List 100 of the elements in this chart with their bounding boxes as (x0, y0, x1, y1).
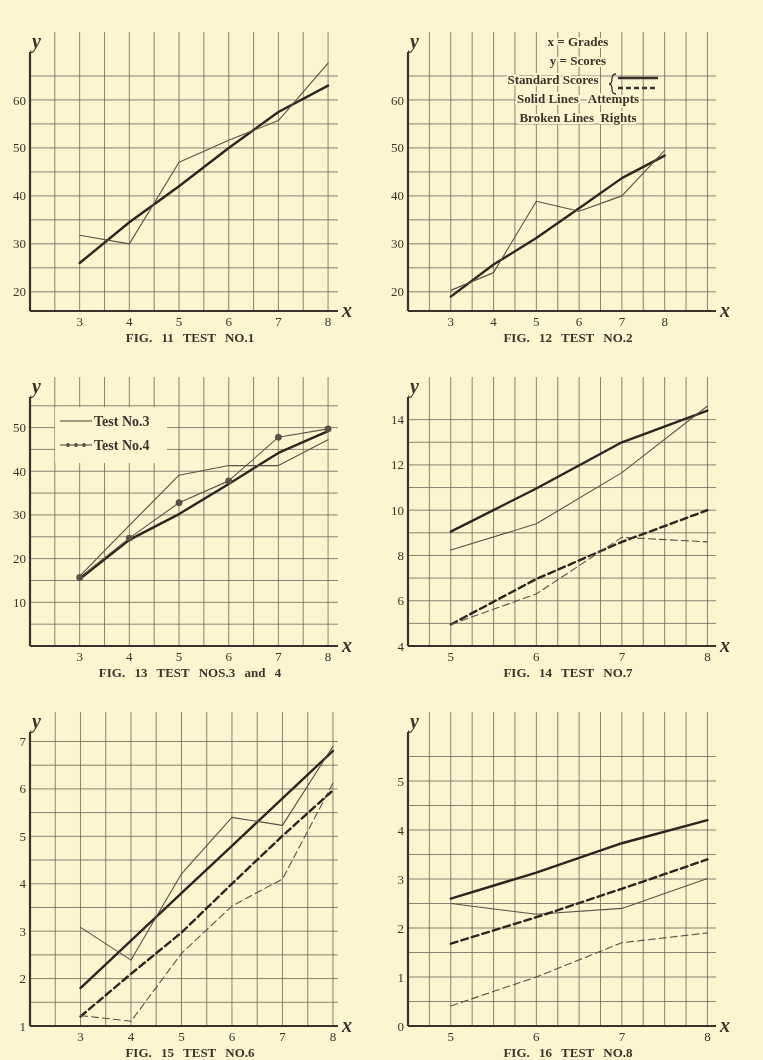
x-tick-label: 6 (533, 1029, 541, 1044)
y-axis-title: y (30, 375, 41, 398)
x-tick-label: 8 (329, 1029, 337, 1044)
x-axis-title: x (719, 1014, 730, 1036)
y-tick-label: 20 (391, 284, 404, 300)
x-axis-title: x (719, 634, 730, 656)
x-tick-label: 8 (704, 649, 711, 664)
legend-label: Test No.3 (94, 414, 150, 429)
y-tick-label: 50 (391, 140, 404, 156)
y-tick-label: 50 (13, 420, 26, 436)
y-tick-label: 5 (397, 773, 404, 789)
line-series (449, 409, 709, 533)
y-tick-label: 10 (391, 502, 404, 518)
x-tick-label: 5 (533, 314, 540, 329)
y-tick-label: 12 (391, 457, 404, 473)
y-axis-title: y (408, 710, 419, 733)
y-tick-label: 4 (397, 638, 405, 654)
x-tick-label: 7 (275, 649, 283, 664)
x-tick-label: 7 (618, 649, 626, 664)
y-axis-title: y (30, 710, 41, 733)
y-tick-label: 0 (397, 1018, 404, 1034)
x-tick-label: 8 (324, 649, 332, 664)
x-tick-label: 3 (77, 1029, 84, 1044)
x-tick-label: 4 (126, 314, 134, 329)
y-tick-label: 50 (13, 140, 26, 156)
x-tick-label: 7 (618, 314, 626, 329)
line-series (449, 508, 709, 626)
x-tick-label: 3 (76, 649, 83, 664)
line-series (450, 405, 708, 551)
y-tick-label: 6 (397, 593, 405, 609)
y-axis-title: y (30, 30, 41, 53)
text: FIG. 11 TEST NO.1 (125, 330, 255, 345)
x-tick-label: 7 (618, 1029, 626, 1044)
x-tick-label: 6 (225, 314, 233, 329)
x-tick-label: 8 (324, 314, 332, 329)
line-series (449, 858, 709, 945)
x-tick-label: 4 (126, 649, 134, 664)
text: FIG. 13 TEST NOS.3 and 4 (98, 665, 282, 680)
y-tick-label: 8 (397, 548, 404, 563)
x-tick-label: 6 (575, 314, 583, 329)
y-tick-label: 1 (397, 969, 404, 985)
y-tick-label: 3 (19, 923, 26, 939)
annotation: Standard Scores (507, 72, 599, 87)
x-tick-label: 6 (228, 1029, 236, 1044)
x-tick-label: 5 (178, 1029, 185, 1044)
x-tick-label: 3 (447, 314, 455, 329)
point (125, 534, 133, 542)
x-tick-label: 8 (661, 314, 668, 329)
x-tick-label: 5 (175, 649, 183, 664)
y-tick-label: 40 (13, 463, 26, 479)
y-tick-label: 1 (19, 1018, 26, 1034)
x-tick-label: 5 (175, 314, 183, 329)
x-tick-label: 5 (447, 649, 455, 664)
x-tick-label: 3 (76, 314, 83, 329)
x-tick-label: 4 (490, 314, 498, 329)
line-series (450, 877, 708, 915)
y-tick-label: 2 (19, 971, 26, 987)
y-tick-label: 60 (391, 92, 404, 108)
line-series (78, 84, 330, 265)
line-series (450, 932, 708, 1007)
text: FIG. 14 TEST NO.7 (503, 665, 634, 680)
y-tick-label: 3 (397, 871, 404, 887)
x-axis-title: x (719, 299, 730, 321)
x-tick-label: 4 (127, 1029, 135, 1044)
x-tick-label: 6 (225, 649, 233, 664)
text: FIG. 16 TEST NO.8 (503, 1045, 634, 1060)
point (175, 499, 183, 507)
x-tick-label: 7 (275, 314, 283, 329)
y-axis-title: y (408, 30, 419, 53)
annotation: Broken Lines Rights (519, 110, 637, 125)
y-tick-label: 30 (13, 507, 26, 523)
y-tick-label: 2 (397, 920, 404, 936)
x-tick-label: 8 (704, 1029, 711, 1044)
y-tick-label: 6 (19, 781, 27, 797)
text: FIG. 12 TEST NO.2 (503, 330, 633, 345)
line-series (79, 62, 329, 245)
x-axis-title: x (341, 299, 352, 321)
point (76, 573, 84, 581)
point (324, 425, 332, 433)
x-axis-title: x (341, 1014, 352, 1036)
y-tick-label: 30 (391, 236, 404, 252)
line-series (450, 536, 708, 626)
line-series (449, 819, 709, 900)
point (225, 477, 233, 485)
y-axis-title: y (408, 375, 419, 398)
point (274, 433, 282, 441)
x-tick-label: 6 (533, 649, 541, 664)
y-tick-label: 20 (13, 284, 26, 300)
y-tick-label: 4 (19, 876, 27, 892)
y-tick-label: 20 (13, 551, 26, 567)
text: FIG. 15 TEST NO.6 (125, 1045, 256, 1060)
y-tick-label: 40 (391, 188, 404, 204)
x-axis-title: x (341, 634, 352, 656)
y-tick-label: 40 (13, 188, 26, 204)
y-tick-label: 60 (13, 92, 26, 108)
x-tick-label: 5 (447, 1029, 455, 1044)
y-tick-label: 14 (391, 412, 405, 428)
y-tick-label: 30 (13, 236, 26, 252)
y-tick-label: 7 (19, 734, 27, 750)
legend-label: Test No.4 (94, 438, 150, 453)
